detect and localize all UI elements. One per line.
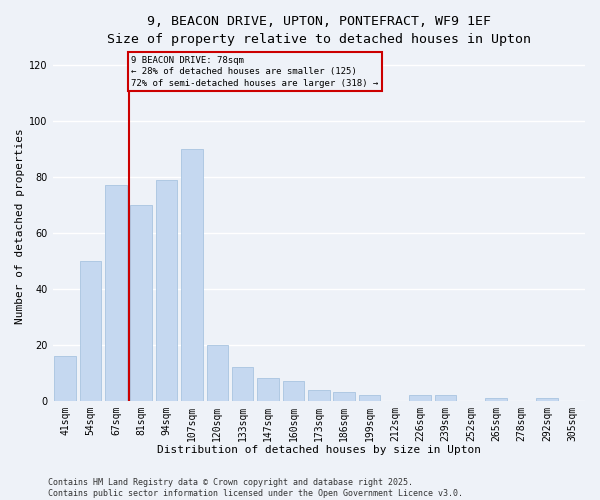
Bar	[435, 395, 457, 400]
Bar	[536, 398, 558, 400]
Text: 9 BEACON DRIVE: 78sqm
← 28% of detached houses are smaller (125)
72% of semi-det: 9 BEACON DRIVE: 78sqm ← 28% of detached …	[131, 56, 379, 88]
Bar	[181, 149, 203, 401]
Y-axis label: Number of detached properties: Number of detached properties	[15, 128, 25, 324]
Bar	[257, 378, 279, 400]
X-axis label: Distribution of detached houses by size in Upton: Distribution of detached houses by size …	[157, 445, 481, 455]
Bar	[283, 381, 304, 400]
Title: 9, BEACON DRIVE, UPTON, PONTEFRACT, WF9 1EF
Size of property relative to detache: 9, BEACON DRIVE, UPTON, PONTEFRACT, WF9 …	[107, 15, 531, 46]
Bar	[334, 392, 355, 400]
Bar	[308, 390, 329, 400]
Bar	[55, 356, 76, 401]
Bar	[156, 180, 178, 400]
Bar	[232, 367, 253, 400]
Bar	[409, 395, 431, 400]
Bar	[485, 398, 507, 400]
Bar	[206, 345, 228, 401]
Text: Contains HM Land Registry data © Crown copyright and database right 2025.
Contai: Contains HM Land Registry data © Crown c…	[48, 478, 463, 498]
Bar	[359, 395, 380, 400]
Bar	[105, 186, 127, 400]
Bar	[80, 261, 101, 400]
Bar	[130, 205, 152, 400]
